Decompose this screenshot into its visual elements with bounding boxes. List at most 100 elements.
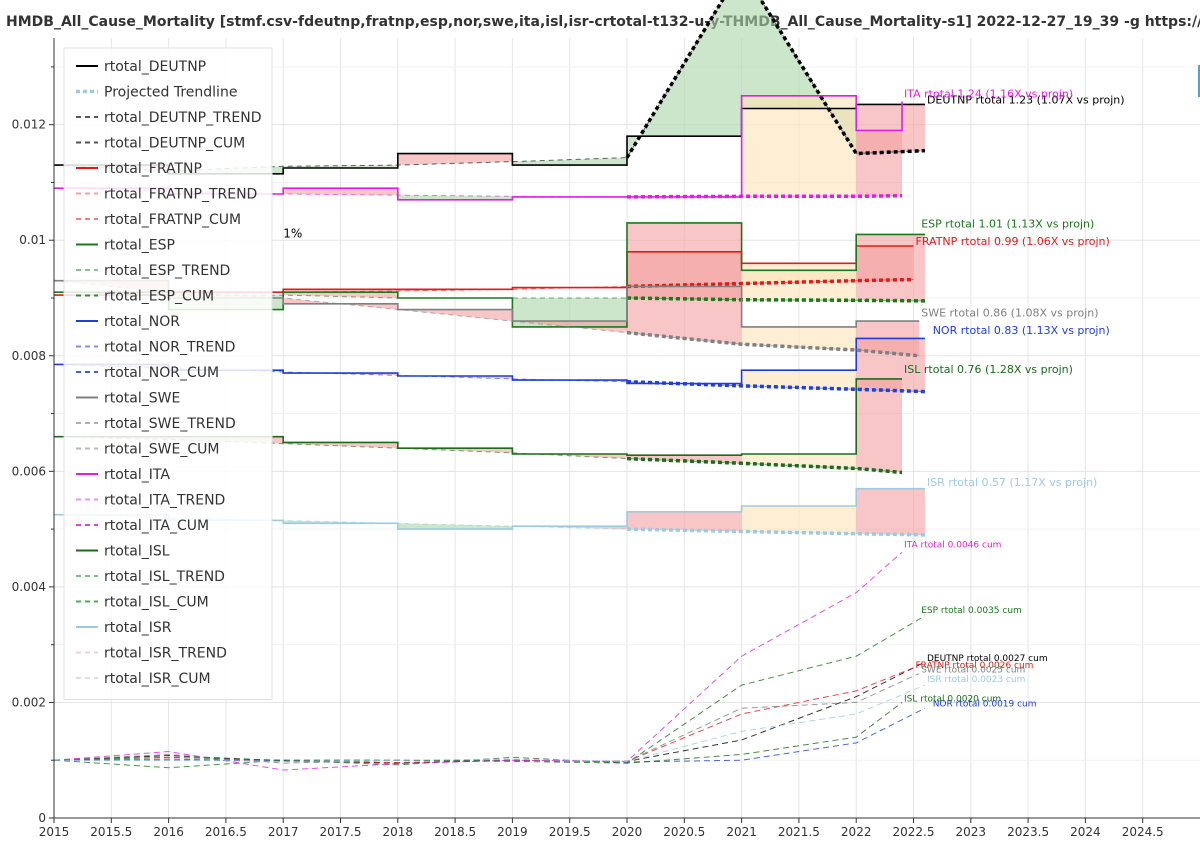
- cumulative-end-label: SWE rtotal 0.0025 cum: [921, 665, 1025, 675]
- area-fill-segment: [397, 153, 513, 166]
- cumulative-line: [53, 702, 903, 764]
- cumulative-end-label: DEUTNP rtotal 0.0027 cum: [927, 654, 1048, 664]
- area-fill-segment: [397, 195, 513, 200]
- x-tick-label: 2016.5: [205, 825, 247, 839]
- x-tick-label: 2015.5: [90, 825, 132, 839]
- series-end-label: FRATNP rtotal 0.99 (1.06X vs projn): [916, 235, 1110, 248]
- x-tick-label: 2017: [268, 825, 299, 839]
- cumulative-end-label: ISL rtotal 0.0020 cum: [904, 694, 1001, 704]
- projected-trendline: [625, 0, 926, 159]
- area-fill-segment: [512, 157, 627, 166]
- area-fill-segment: [627, 222, 742, 300]
- legend-label: rtotal_NOR_CUM: [104, 365, 219, 381]
- projected-trendline: [626, 330, 920, 358]
- legend-label: rtotal_ISL_TREND: [104, 569, 225, 585]
- projected-trendline: [626, 456, 903, 475]
- projected-trendline: [626, 277, 914, 289]
- legend-label: rtotal_ESP_TREND: [104, 263, 230, 279]
- legend-label: rtotal_NOR: [104, 314, 180, 330]
- y-tick-label: 0.01: [19, 233, 46, 247]
- legend-label: rtotal_SWE_TREND: [104, 416, 236, 432]
- scroll-indicator[interactable]: [1198, 65, 1200, 97]
- cumulative-end-label: ESP rtotal 0.0035 cum: [921, 606, 1022, 616]
- area-fill-segment: [741, 270, 857, 301]
- area-fill-segment: [397, 523, 513, 530]
- series-labels: DEUTNP rtotal 1.23 (1.07X vs projn) DEUTN…: [283, 88, 1124, 710]
- area-fill-segment: [741, 95, 857, 197]
- projected-trendline: [626, 380, 926, 394]
- x-tick-label: 2016: [153, 825, 184, 839]
- cumulative-line: [54, 684, 926, 762]
- axes: 2015 2015.5 2016 2016.5 2017 2017.5 2018 2018.5…: [12, 38, 1200, 839]
- cumulative-line: [53, 551, 903, 771]
- legend: rtotal_DEUTNP Projected Trendline rtotal_D…: [63, 47, 273, 700]
- cumulative-lines: [53, 551, 926, 771]
- series-end-label: ISR rtotal 0.57 (1.17X vs projn): [927, 476, 1097, 489]
- x-tick-label: 2021: [726, 825, 757, 839]
- legend-label: rtotal_DEUTNP_CUM: [104, 136, 245, 152]
- area-fill-segment: [856, 378, 903, 473]
- x-tick-label: 2018: [383, 825, 414, 839]
- percent-annotation: 1%: [283, 226, 302, 240]
- legend-label: rtotal_ESP_CUM: [104, 289, 214, 305]
- x-tick-label: 2023: [956, 825, 987, 839]
- x-tick-label: 2023.5: [1007, 825, 1049, 839]
- legend-label: rtotal_NOR_TREND: [104, 340, 235, 356]
- area-fill-segment: [856, 488, 925, 535]
- projected-trendline: [626, 296, 925, 303]
- x-tick-label: 2018.5: [434, 825, 476, 839]
- area-fill-segment: [627, 511, 742, 532]
- x-tick-label: 2017.5: [320, 825, 362, 839]
- area-fill-segment: [283, 292, 398, 298]
- area-fill-segment: [741, 326, 857, 350]
- legend-box: [63, 47, 273, 700]
- x-tick-label: 2019.5: [549, 825, 591, 839]
- x-tick-label: 2019: [497, 825, 528, 839]
- legend-label: rtotal_ISR: [104, 620, 172, 636]
- series-line: [54, 378, 903, 456]
- area-fill-segment: [741, 0, 857, 154]
- x-tick-label: 2015: [39, 825, 70, 839]
- area-fill-segment: [856, 234, 925, 301]
- y-tick-label: 0.002: [12, 695, 46, 709]
- x-tick-label: 2024.5: [1122, 825, 1164, 839]
- series-end-label: SWE rtotal 0.86 (1.08X vs projn): [921, 306, 1098, 319]
- cumulative-end-label: FRATNP rtotal 0.0026 cum: [916, 661, 1034, 671]
- y-tick-label: 0.008: [12, 349, 46, 363]
- series-end-label: ITA rtotal 1.24 (1.16X vs projn): [904, 88, 1073, 101]
- series-end-label: NOR rtotal 0.83 (1.13X vs projn): [933, 324, 1110, 337]
- legend-label: rtotal_ISR_TREND: [104, 646, 227, 662]
- area-fill-segment: [512, 298, 627, 327]
- series-end-label: DEUTNP rtotal 1.23 (1.07X vs projn): [927, 93, 1125, 106]
- projected-trendline: [626, 193, 903, 199]
- legend-label: rtotal_ISL: [104, 544, 170, 560]
- legend-label: rtotal_FRATNP_TREND: [104, 187, 257, 203]
- cumulative-end-label: ISR rtotal 0.0023 cum: [927, 675, 1025, 685]
- y-tick-label: 0.012: [12, 118, 46, 132]
- legend-label: rtotal_DEUTNP: [104, 59, 206, 75]
- cumulative-line: [53, 615, 926, 769]
- series-end-label: ESP rtotal 1.01 (1.13X vs projn): [921, 218, 1094, 231]
- area-fill-segment: [856, 130, 903, 197]
- area-fill-segment: [741, 454, 857, 469]
- legend-label: rtotal_DEUTNP_TREND: [104, 110, 262, 126]
- legend-label: rtotal_SWE: [104, 391, 180, 407]
- legend-label: rtotal_FRATNP: [104, 161, 202, 177]
- y-tick-label: 0.006: [12, 464, 46, 478]
- legend-label: Projected Trendline: [104, 85, 237, 101]
- area-fill-segment: [283, 188, 398, 196]
- x-tick-label: 2020.5: [663, 825, 705, 839]
- series-end-label: ISL rtotal 0.76 (1.28X vs projn): [904, 363, 1073, 376]
- chart-title: HMDB_All_Cause_Mortality [stmf.csv-fdeut…: [6, 14, 1200, 30]
- x-tick-label: 2022.5: [893, 825, 935, 839]
- legend-label: rtotal_ISR_CUM: [104, 671, 211, 687]
- x-tick-label: 2024: [1070, 825, 1101, 839]
- area-fill-segment: [741, 370, 857, 390]
- projected-trendline: [626, 527, 925, 537]
- legend-label: rtotal_ITA_CUM: [104, 518, 209, 534]
- cumulative-end-label: NOR rtotal 0.0019 cum: [933, 699, 1037, 709]
- legend-label: rtotal_ITA_TREND: [104, 493, 225, 509]
- cumulative-end-label: ITA rtotal 0.0046 cum: [904, 541, 1001, 551]
- legend-label: rtotal_SWE_CUM: [104, 442, 219, 458]
